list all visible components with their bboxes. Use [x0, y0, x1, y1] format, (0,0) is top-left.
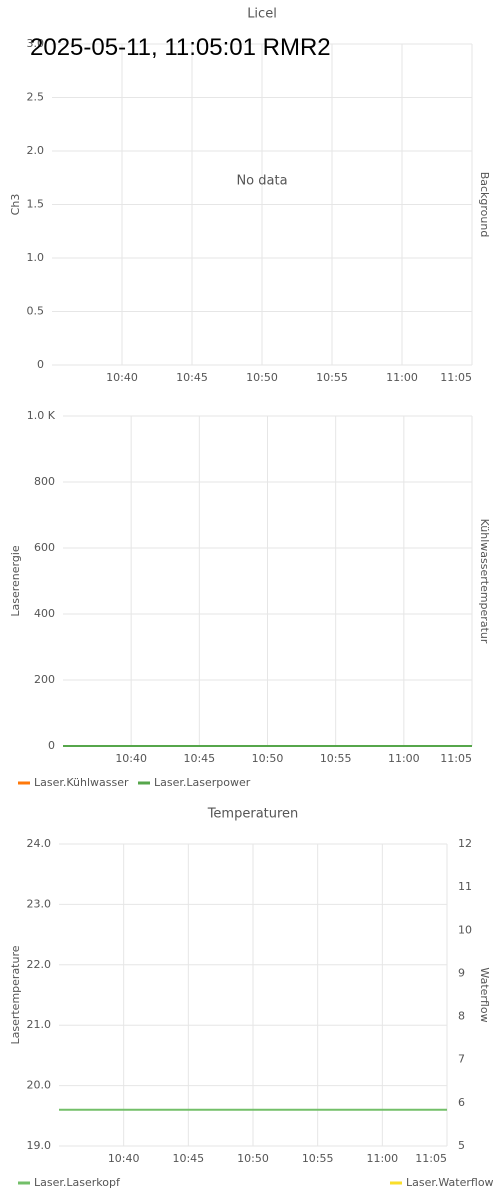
x-tick-label: 10:45: [183, 752, 215, 765]
x-tick-label: 11:00: [386, 371, 418, 384]
x-tick-label: 10:55: [320, 752, 352, 765]
x-tick-label: 10:55: [302, 1152, 334, 1165]
y-tick-label: 800: [34, 475, 55, 488]
y-tick-label: 1.5: [27, 198, 45, 211]
y-tick-label: 22.0: [27, 958, 52, 971]
y2-tick-label: 11: [458, 880, 472, 893]
y-tick-label: 19.0: [27, 1139, 52, 1152]
y2-tick-label: 6: [458, 1096, 465, 1109]
y2-tick-label: 9: [458, 966, 465, 979]
x-tick-label: 11:05: [415, 1152, 447, 1165]
y-tick-label: 200: [34, 673, 55, 686]
x-tick-label: 11:00: [366, 1152, 398, 1165]
y-tick-label: 0: [48, 739, 55, 752]
y2-axis-label: Waterflow: [478, 967, 491, 1022]
y-tick-label: 600: [34, 541, 55, 554]
y-tick-label: 2.0: [27, 144, 45, 157]
x-tick-label: 10:45: [176, 371, 208, 384]
y-tick-label: 0: [37, 358, 44, 371]
y2-tick-label: 7: [458, 1053, 465, 1066]
x-tick-label: 11:05: [440, 752, 472, 765]
y-tick-label: 400: [34, 607, 55, 620]
x-tick-label: 10:40: [115, 752, 147, 765]
x-tick-label: 10:50: [252, 752, 284, 765]
x-tick-label: 11:05: [440, 371, 472, 384]
x-tick-label: 10:55: [316, 371, 348, 384]
legend-label: Laser.Waterflow: [406, 1176, 494, 1189]
x-tick-label: 10:40: [106, 371, 138, 384]
x-tick-label: 10:50: [246, 371, 278, 384]
x-tick-label: 10:40: [108, 1152, 140, 1165]
y-axis-label: Ch3: [9, 194, 22, 216]
y-tick-label: 1.0 K: [27, 409, 56, 422]
y2-tick-label: 5: [458, 1139, 465, 1152]
y-tick-label: 21.0: [27, 1018, 52, 1031]
legend-label: Laser.Kühlwasser: [34, 776, 129, 789]
y-axis-label: Laserenergie: [9, 545, 22, 617]
y-tick-label: 3.0: [27, 37, 45, 50]
timestamp-overlay: 2025-05-11, 11:05:01 RMR2: [30, 34, 331, 61]
chart-title: Temperaturen: [207, 807, 299, 822]
no-data-note: No data: [236, 174, 287, 189]
y-tick-label: 0.5: [27, 305, 45, 318]
y-tick-label: 23.0: [27, 897, 52, 910]
y2-tick-label: 10: [458, 923, 472, 936]
y-tick-label: 20.0: [27, 1079, 52, 1092]
y2-tick-label: 12: [458, 837, 472, 850]
y-tick-label: 1.0: [27, 251, 45, 264]
y-tick-label: 24.0: [27, 837, 52, 850]
chart-title: Licel: [247, 7, 277, 22]
y2-tick-label: 8: [458, 1010, 465, 1023]
legend-label: Laser.Laserkopf: [34, 1176, 121, 1189]
y2-axis-label: Background: [478, 172, 491, 238]
y2-axis-label: Kühlwassertemperatur: [478, 519, 491, 644]
x-tick-label: 10:45: [172, 1152, 204, 1165]
y-axis-label: Lasertemperature: [9, 945, 22, 1044]
legend-label: Laser.Laserpower: [154, 776, 251, 789]
x-tick-label: 11:00: [388, 752, 420, 765]
x-tick-label: 10:50: [237, 1152, 269, 1165]
y-tick-label: 2.5: [27, 91, 45, 104]
